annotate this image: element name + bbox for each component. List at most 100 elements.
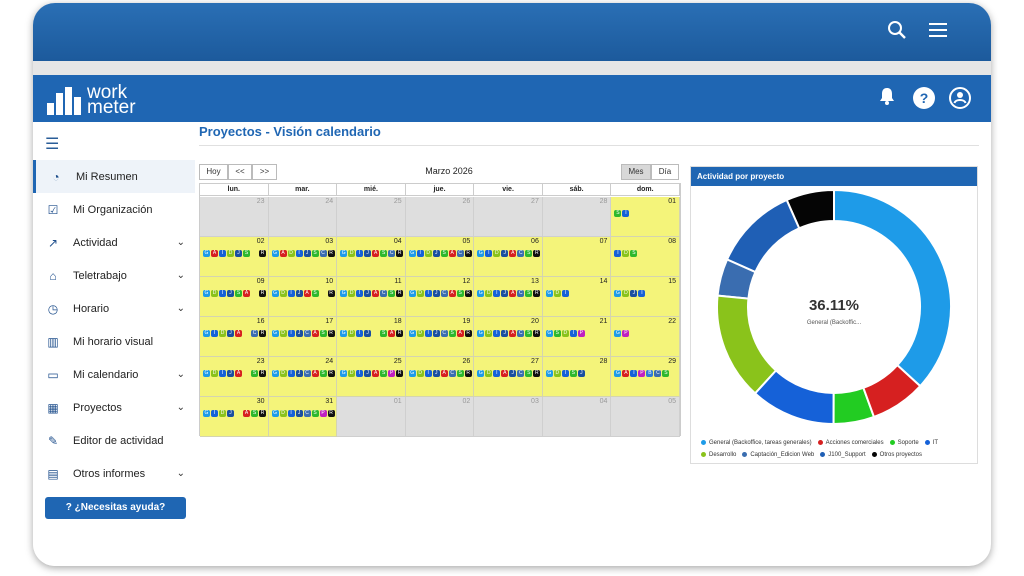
project-chip[interactable]: D — [485, 370, 493, 377]
sidebar-item-mi-resumen[interactable]: ◔ Mi Resumen — [33, 160, 195, 193]
project-chip[interactable]: A — [372, 370, 380, 377]
project-chip[interactable]: S — [553, 330, 561, 337]
legend-item[interactable]: Desarrollo — [701, 449, 736, 461]
project-chip[interactable]: C — [303, 370, 311, 377]
project-chip[interactable]: D — [279, 370, 287, 377]
project-chip[interactable]: A — [235, 370, 242, 377]
project-chip[interactable]: A — [501, 370, 509, 377]
project-chip[interactable]: I — [287, 370, 295, 377]
project-chip[interactable]: A — [372, 290, 380, 297]
sidebar-item-actividad[interactable]: ↗ Actividad ⌄ — [33, 226, 195, 259]
project-chip[interactable]: G — [614, 330, 622, 337]
chevron-down-icon[interactable]: ⌄ — [176, 237, 185, 248]
project-chip[interactable]: S — [235, 290, 242, 297]
calendar-day-cell[interactable]: 02 G A I D J S R — [200, 237, 269, 277]
project-chip[interactable]: A — [509, 330, 517, 337]
project-chip[interactable]: I — [424, 370, 432, 377]
project-chip[interactable]: C — [380, 290, 388, 297]
calendar-day-cell[interactable]: 30 G I D J A S R — [200, 397, 269, 437]
calendar-day-cell[interactable]: 08 I D S — [611, 237, 680, 277]
legend-item[interactable]: General (Backoffice, tareas generales) — [701, 437, 812, 449]
project-chip[interactable]: S — [662, 370, 670, 377]
calendar-day-cell[interactable]: 27 — [474, 197, 543, 237]
project-chip[interactable]: B — [646, 370, 654, 377]
project-chip[interactable]: G — [203, 290, 210, 297]
sidebar-toggle-icon[interactable]: ☰ — [45, 136, 60, 153]
calendar-day-cell[interactable]: 17 G D I J C A S R — [268, 317, 338, 357]
project-chip[interactable]: I — [356, 330, 364, 337]
calendar-day-cell[interactable]: 10 G D I J A S R — [268, 277, 338, 317]
project-chip[interactable]: C — [456, 250, 464, 257]
project-chip[interactable]: J — [227, 290, 234, 297]
project-chip[interactable]: G — [545, 330, 553, 337]
project-chip[interactable]: D — [416, 330, 424, 337]
project-chip[interactable]: R — [259, 370, 266, 377]
donut-slice[interactable] — [725, 198, 801, 274]
workmeter-logo[interactable]: work meter — [47, 83, 136, 117]
donut-slice[interactable] — [716, 294, 778, 395]
project-chip[interactable]: G — [408, 330, 416, 337]
project-chip[interactable]: D — [622, 290, 630, 297]
project-chip[interactable]: R — [259, 290, 266, 297]
chevron-down-icon[interactable]: ⌄ — [176, 468, 185, 479]
project-chip[interactable]: S — [380, 330, 388, 337]
calendar-day-cell[interactable]: 23 — [200, 197, 269, 237]
project-chip[interactable]: C — [319, 250, 327, 257]
project-chip[interactable]: C — [440, 290, 448, 297]
project-chip[interactable]: J — [432, 330, 440, 337]
calendar-day-cell[interactable]: 09 G D I J S A R — [200, 277, 269, 317]
legend-item[interactable]: Acciones comerciales — [817, 437, 884, 449]
project-chip[interactable]: G — [477, 250, 485, 257]
project-chip[interactable]: J — [577, 370, 585, 377]
legend-item[interactable]: IT — [924, 437, 938, 449]
calendar-day-cell[interactable]: 16 G I D J A C R — [200, 317, 269, 357]
project-chip[interactable]: D — [485, 290, 493, 297]
project-chip[interactable]: D — [211, 290, 218, 297]
project-chip[interactable]: D — [493, 250, 501, 257]
project-chip[interactable]: I — [287, 290, 295, 297]
project-chip[interactable]: I — [630, 370, 638, 377]
project-chip[interactable]: J — [295, 370, 303, 377]
project-chip[interactable]: C — [448, 370, 456, 377]
project-chip[interactable]: I — [493, 290, 501, 297]
project-chip[interactable]: G — [203, 250, 210, 257]
sidebar-item-editor-de-actividad[interactable]: ✎ Editor de actividad — [33, 424, 195, 457]
project-chip[interactable]: S — [630, 250, 638, 257]
project-chip[interactable]: J — [432, 290, 440, 297]
legend-item[interactable]: Otros proyectos — [871, 449, 922, 461]
project-chip[interactable]: S — [525, 250, 533, 257]
project-chip[interactable]: A — [509, 250, 517, 257]
donut-slice[interactable] — [716, 258, 757, 300]
project-chip[interactable]: I — [561, 290, 569, 297]
project-chip[interactable]: S — [311, 290, 319, 297]
project-chip[interactable]: I — [416, 250, 424, 257]
project-chip[interactable]: A — [448, 250, 456, 257]
calendar-day-cell[interactable]: 27 G D I A J C S R — [474, 357, 543, 397]
calendar-day-cell[interactable]: 24 — [268, 197, 338, 237]
project-chip[interactable]: J — [364, 370, 372, 377]
calendar-day-cell[interactable]: 05 — [611, 397, 680, 437]
project-chip[interactable]: A — [311, 330, 319, 337]
calendar-day-cell[interactable]: 13 G D I J A C S R — [474, 277, 543, 317]
calendar-day-cell[interactable]: 19 G D I J C S A R — [405, 317, 475, 357]
project-chip[interactable]: A — [372, 250, 380, 257]
project-chip[interactable]: D — [279, 290, 287, 297]
donut-slice[interactable] — [862, 363, 922, 419]
project-chip[interactable]: P — [577, 330, 585, 337]
project-chip[interactable]: J — [364, 250, 372, 257]
month-view-button[interactable]: Mes — [621, 164, 651, 180]
sidebar-item-proyectos[interactable]: ▦ Proyectos ⌄ — [33, 391, 195, 424]
project-chip[interactable]: J — [630, 290, 638, 297]
project-chip[interactable]: A — [303, 290, 311, 297]
project-chip[interactable]: S — [319, 330, 327, 337]
project-chip[interactable]: P — [638, 370, 646, 377]
project-chip[interactable]: C — [517, 330, 525, 337]
project-chip[interactable]: G — [203, 330, 210, 337]
project-chip[interactable]: G — [340, 370, 348, 377]
project-chip[interactable]: S — [380, 370, 388, 377]
project-chip[interactable]: P — [319, 410, 327, 417]
project-chip[interactable]: S — [456, 370, 464, 377]
project-chip[interactable]: S — [456, 290, 464, 297]
project-chip[interactable]: I — [638, 290, 646, 297]
chevron-down-icon[interactable]: ⌄ — [176, 303, 185, 314]
